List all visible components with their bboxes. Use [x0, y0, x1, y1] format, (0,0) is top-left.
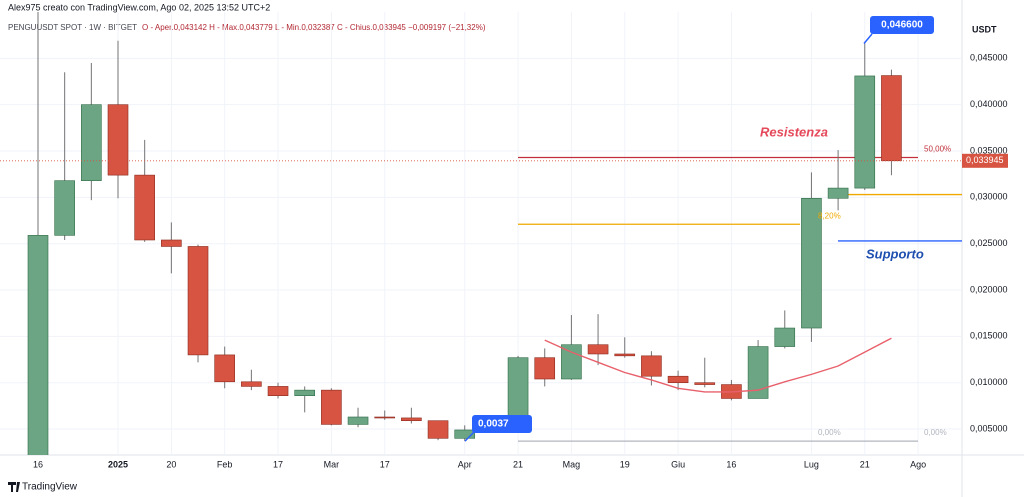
x-tick-label: Giu — [671, 459, 685, 469]
y-tick-label: 0,020000 — [970, 284, 1008, 294]
candle-body — [161, 239, 182, 247]
candle-body — [827, 187, 849, 199]
candle-body — [534, 357, 556, 380]
candle-body — [107, 104, 129, 176]
candle-body — [27, 235, 49, 455]
candle-body — [187, 246, 209, 356]
candle-body — [427, 420, 449, 439]
candle-body — [507, 357, 529, 425]
candle-body — [321, 389, 342, 425]
callout-label: 0,0037 — [478, 419, 509, 430]
callout-box — [870, 16, 934, 34]
candle-body — [214, 354, 235, 383]
candle-body — [134, 174, 155, 241]
candle-body — [881, 75, 902, 162]
chart-title: PENGUUSDT SPOT · 1W · BITGET — [8, 23, 137, 32]
x-tick-label: 16 — [726, 459, 736, 469]
x-tick-label: 20 — [166, 459, 176, 469]
last-price-box — [962, 153, 1008, 168]
callout-pointer — [863, 33, 873, 44]
candle-body — [54, 180, 75, 236]
x-tick-label: 16 — [33, 459, 43, 469]
candle-body — [747, 346, 769, 399]
candle-body — [401, 417, 422, 422]
annotation: Supporto — [866, 246, 924, 261]
candle-body — [241, 381, 262, 387]
candle-body — [641, 355, 662, 377]
x-tick-label: 2025 — [108, 459, 128, 469]
x-tick-label: Mar — [324, 459, 340, 469]
candle-body — [854, 75, 876, 189]
level-label: 8,20% — [818, 211, 841, 220]
x-tick-label: 17 — [380, 459, 390, 469]
x-tick-label: 17 — [273, 459, 283, 469]
x-tick-label: 21 — [513, 459, 523, 469]
candle-body — [81, 104, 102, 181]
y-axis-label: USDT — [972, 24, 997, 34]
candle-body — [774, 327, 796, 347]
callout-label: 0,046600 — [881, 20, 923, 31]
x-tick-label: 19 — [620, 459, 630, 469]
moving-average — [544, 337, 892, 393]
y-tick-label: 0,045000 — [970, 53, 1008, 63]
x-tick-label: Feb — [217, 459, 233, 469]
candle-body — [694, 382, 716, 385]
candle-body — [374, 416, 396, 419]
last-price-label: 0,033945 — [966, 155, 1004, 165]
annotation: Resistenza — [760, 124, 828, 139]
candle-body — [454, 429, 476, 439]
footer: TradingView — [22, 482, 78, 493]
x-tick-label: Mag — [563, 459, 581, 469]
y-tick-label: 0,015000 — [970, 331, 1008, 341]
y-tick-label: 0,005000 — [970, 423, 1008, 433]
y-tick-label: 0,025000 — [970, 238, 1008, 248]
level-label: 0,00% — [924, 428, 947, 437]
level-label: 0,00% — [818, 428, 841, 437]
y-tick-label: 0,035000 — [970, 145, 1008, 155]
author-line: Alex975 creato con TradingView.com, Ago … — [8, 2, 270, 12]
callout-box — [472, 415, 532, 433]
x-tick-label: 21 — [860, 459, 870, 469]
candle-body — [667, 375, 689, 384]
plot — [0, 12, 962, 455]
y-tick-label: 0,040000 — [970, 99, 1008, 109]
candle-body — [587, 344, 609, 355]
candle-body — [267, 386, 289, 396]
candle-body — [294, 389, 316, 396]
footer-logo — [8, 482, 20, 492]
x-tick-label: Lug — [804, 459, 819, 469]
candle-body — [347, 416, 369, 425]
x-tick-label: Apr — [458, 459, 472, 469]
y-tick-label: 0,010000 — [970, 377, 1008, 387]
candle-body — [801, 197, 822, 329]
level-label: 50,00% — [924, 145, 951, 154]
callout-pointer — [464, 431, 475, 442]
candle-body — [561, 344, 582, 380]
candle-body — [614, 353, 636, 357]
x-tick-label: Ago — [910, 459, 926, 469]
ohlc-line: O - Aper.0,043142 H - Max.0,043779 L - M… — [142, 23, 486, 32]
y-tick-label: 0,030000 — [970, 192, 1008, 202]
